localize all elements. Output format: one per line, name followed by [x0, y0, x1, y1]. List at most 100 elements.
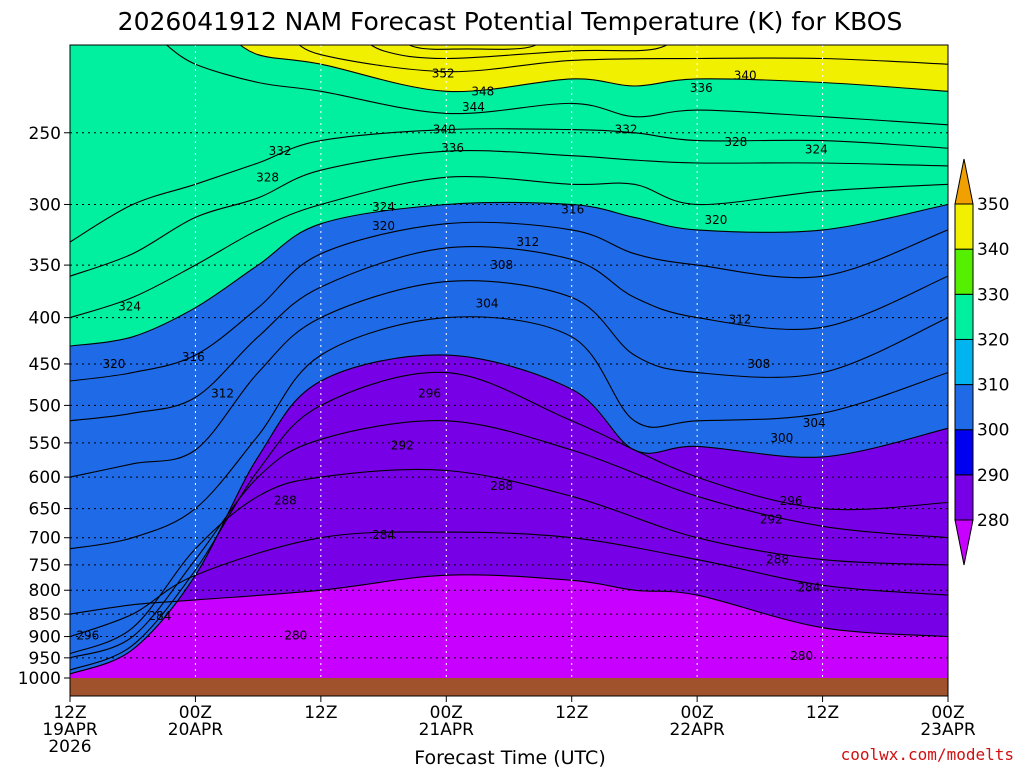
contour-label: 296	[418, 386, 441, 400]
y-tick-label: 850	[29, 605, 61, 625]
x-tick-label: 20APR	[168, 720, 224, 740]
contour-label: 284	[372, 528, 395, 542]
contour-label: 284	[798, 580, 821, 594]
colorbar-label: 300	[977, 421, 1009, 441]
colorbar-label: 320	[977, 330, 1009, 350]
contour-label: 332	[615, 123, 638, 137]
colorbar-label: 280	[977, 511, 1009, 531]
contour-label: 336	[690, 81, 713, 95]
contour-label: 308	[490, 258, 513, 272]
y-tick-label: 250	[29, 124, 61, 144]
contour-labels: 352 348 344 340 336 340 336 332 332 328 324 328 324 3…	[76, 66, 827, 662]
y-tick-label: 400	[29, 309, 61, 329]
isentrope-332	[70, 128, 948, 243]
x-axis-title: Forecast Time (UTC)	[414, 747, 605, 768]
y-tick-label: 1000	[18, 669, 61, 689]
isentrope-296	[70, 371, 948, 671]
y-tick-label: 750	[29, 556, 61, 576]
colorbar-segment	[954, 293, 974, 340]
contour-label: 280	[284, 629, 307, 643]
contour-label: 292	[391, 439, 414, 453]
grid-lines	[70, 45, 948, 678]
colorbar: 280 290 300 310 320 330 340 350	[954, 158, 1009, 566]
isentrope-308	[70, 280, 948, 478]
chart-title: 2026041912 NAM Forecast Potential Temper…	[118, 7, 903, 36]
x-tick-label: 22APR	[669, 720, 725, 740]
contour-label: 300	[770, 431, 793, 445]
isentrope-300	[70, 354, 948, 675]
x-tick-label: 00Z	[681, 703, 714, 723]
isentrope-340	[239, 45, 948, 93]
contour-label: 320	[705, 213, 728, 227]
contour-label: 304	[476, 297, 499, 311]
isentrope-324	[70, 176, 948, 319]
x-tick-label: 21APR	[419, 720, 475, 740]
y-tick-label: 550	[29, 434, 61, 454]
contour-label: 324	[805, 143, 828, 157]
colorbar-segment	[954, 474, 974, 521]
y-tick-label: 900	[29, 628, 61, 648]
contour-label: 284	[148, 609, 171, 623]
y-tick-label: 350	[29, 256, 61, 276]
contour-label: 288	[490, 479, 513, 493]
contour-label: 312	[729, 313, 752, 327]
contour-label: 312	[211, 386, 234, 400]
isentrope-292	[70, 420, 948, 659]
contour-label: 308	[747, 357, 770, 371]
contour-label: 304	[803, 416, 826, 430]
x-tick-label: 23APR	[920, 720, 976, 740]
colorbar-label: 310	[977, 376, 1009, 396]
isentrope-352	[408, 45, 538, 50]
colorbar-min-arrow	[954, 519, 974, 566]
colorbar-segment	[954, 384, 974, 431]
contour-label: 296	[780, 494, 803, 508]
contour-label: 340	[734, 68, 757, 82]
contour-label: 320	[372, 219, 395, 233]
contour-label: 292	[760, 512, 783, 526]
x-tick-label: 00Z	[179, 703, 212, 723]
contour-label: 288	[274, 494, 297, 508]
isentrope-320	[70, 201, 948, 347]
contour-label: 336	[441, 141, 464, 155]
contour-label: 316	[182, 350, 205, 364]
x-tick-label: 12Z	[53, 703, 86, 723]
y-tick-label: 700	[29, 529, 61, 549]
isentrope-348	[370, 45, 668, 60]
isentrope-336	[165, 45, 948, 126]
theta-band-320	[70, 45, 948, 347]
x-tick-label: 19APR	[42, 720, 98, 740]
x-tick-label: 12Z	[555, 703, 588, 723]
plot-frame	[69, 44, 949, 697]
contour-label: 328	[256, 170, 279, 184]
y-tick-label: 950	[29, 649, 61, 669]
contour-label: 324	[118, 300, 141, 314]
colorbar-label: 330	[977, 285, 1009, 305]
y-tick-label: 800	[29, 581, 61, 601]
colorbar-label: 340	[977, 240, 1009, 260]
ground-surface	[70, 678, 948, 696]
contour-label: 296	[76, 629, 99, 643]
contour-label: 352	[432, 66, 455, 80]
colorbar-segment	[954, 338, 974, 386]
contour-label: 288	[766, 553, 789, 567]
contour-label: 328	[724, 135, 747, 149]
colorbar-segment	[954, 203, 974, 250]
y-tick-label: 650	[29, 500, 61, 520]
isentrope-328	[70, 150, 948, 277]
contour-label: 340	[433, 123, 456, 137]
colorbar-segment	[954, 248, 974, 295]
credit-text: coolwx.com/modelts	[841, 745, 1014, 764]
isentrope-312	[70, 246, 948, 422]
x-tick-label: 00Z	[931, 703, 964, 723]
contour-label: 348	[471, 84, 494, 98]
colorbar-label: 350	[977, 195, 1009, 215]
isentrope-288	[70, 469, 948, 655]
contour-label: 332	[269, 144, 292, 158]
x-tick-label: 2026	[48, 737, 91, 757]
colorbar-max-arrow	[954, 158, 974, 205]
contour-label: 320	[102, 357, 125, 371]
colorbar-segment	[954, 429, 974, 476]
isentrope-280	[70, 574, 948, 638]
y-axis: 250 300 350 400 450 500 550 600 650 700 750 800 850 9…	[18, 124, 70, 689]
